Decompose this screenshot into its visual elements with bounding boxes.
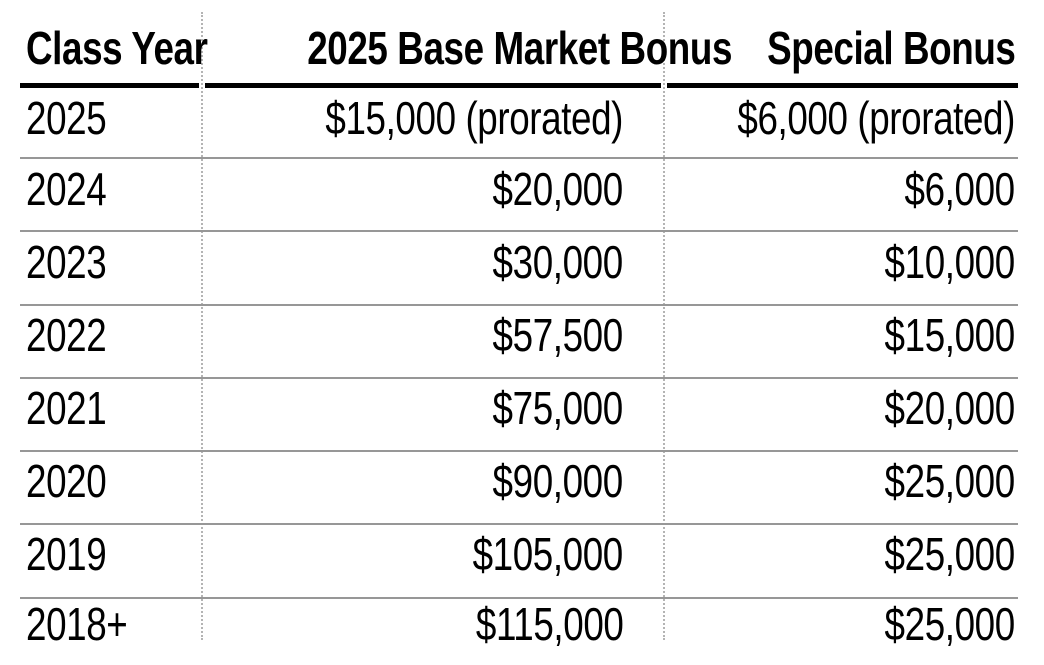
class-year-value: 2019 (26, 527, 107, 580)
cell-base-market-bonus: $57,500 (201, 298, 663, 371)
header-class-year-label: Class Year (26, 21, 208, 74)
table-row: 2021 $75,000 $20,000 (20, 371, 1018, 444)
cell-base-market-bonus: $115,000 (201, 590, 663, 658)
cell-base-market-bonus: $75,000 (201, 371, 663, 444)
column-divider-1 (201, 12, 203, 640)
cell-class-year: 2018+ (20, 590, 201, 658)
header-rule-segment (20, 83, 199, 88)
row-divider (20, 597, 1018, 599)
special-bonus-value: $25,000 (884, 598, 1016, 650)
cell-class-year: 2024 (20, 152, 201, 225)
cell-base-market-bonus: $20,000 (201, 152, 663, 225)
cell-special-bonus: $25,000 (663, 517, 1018, 590)
cell-class-year: 2025 (20, 83, 201, 152)
special-bonus-value: $10,000 (884, 235, 1016, 288)
cell-special-bonus: $25,000 (663, 590, 1018, 658)
class-year-value: 2018+ (26, 598, 128, 650)
cell-special-bonus: $25,000 (663, 444, 1018, 517)
cell-base-market-bonus: $15,000 (prorated) (201, 83, 663, 152)
table-row: 2024 $20,000 $6,000 (20, 152, 1018, 225)
cell-special-bonus: $20,000 (663, 371, 1018, 444)
base-market-bonus-value: $57,500 (492, 308, 624, 361)
base-market-bonus-value: $20,000 (492, 162, 624, 215)
special-bonus-value: $6,000 (prorated) (737, 91, 1015, 144)
base-market-bonus-value: $30,000 (492, 235, 624, 288)
header-base-market-bonus-label: 2025 Base Market Bonus (307, 21, 733, 74)
special-bonus-value: $20,000 (884, 381, 1016, 434)
header-base-market-bonus: 2025 Base Market Bonus (201, 12, 732, 83)
special-bonus-value: $15,000 (884, 308, 1016, 361)
table-row: 2023 $30,000 $10,000 (20, 225, 1018, 298)
cell-class-year: 2020 (20, 444, 201, 517)
cell-class-year: 2019 (20, 517, 201, 590)
table-row: 2022 $57,500 $15,000 (20, 298, 1018, 371)
header-rule-segment (667, 83, 1018, 88)
table-row: 2019 $105,000 $25,000 (20, 517, 1018, 590)
class-year-value: 2024 (26, 162, 107, 215)
class-year-value: 2022 (26, 308, 107, 361)
special-bonus-value: $6,000 (904, 162, 1016, 215)
cell-class-year: 2022 (20, 298, 201, 371)
row-divider (20, 523, 1018, 525)
base-market-bonus-value: $90,000 (492, 454, 624, 507)
bonus-table: Class Year 2025 Base Market Bonus Specia… (20, 12, 1018, 658)
row-divider (20, 157, 1018, 159)
cell-base-market-bonus: $105,000 (201, 517, 663, 590)
class-year-value: 2023 (26, 235, 107, 288)
header-special-bonus: Special Bonus (663, 12, 1018, 83)
header-row: Class Year 2025 Base Market Bonus Specia… (20, 12, 1018, 83)
row-divider (20, 377, 1018, 379)
class-year-value: 2021 (26, 381, 107, 434)
header-class-year: Class Year (20, 12, 208, 83)
class-year-value: 2025 (26, 91, 107, 144)
cell-base-market-bonus: $90,000 (201, 444, 663, 517)
cell-class-year: 2023 (20, 225, 201, 298)
base-market-bonus-value: $115,000 (475, 598, 623, 650)
table-row: 2018+ $115,000 $25,000 (20, 590, 1018, 658)
base-market-bonus-value: $15,000 (prorated) (325, 91, 623, 144)
cell-special-bonus: $6,000 (prorated) (663, 83, 1018, 152)
special-bonus-value: $25,000 (884, 454, 1016, 507)
table-row: 2025 $15,000 (prorated) $6,000 (prorated… (20, 83, 1018, 152)
row-divider (20, 304, 1018, 306)
special-bonus-value: $25,000 (884, 527, 1016, 580)
cell-base-market-bonus: $30,000 (201, 225, 663, 298)
cell-class-year: 2021 (20, 371, 201, 444)
table-row: 2020 $90,000 $25,000 (20, 444, 1018, 517)
cell-special-bonus: $6,000 (663, 152, 1018, 225)
header-rule-segment (205, 83, 661, 88)
class-year-value: 2020 (26, 454, 107, 507)
column-divider-2 (663, 12, 665, 640)
row-divider (20, 230, 1018, 232)
base-market-bonus-value: $75,000 (492, 381, 624, 434)
header-special-bonus-label: Special Bonus (766, 21, 1016, 74)
base-market-bonus-value: $105,000 (472, 527, 624, 580)
cell-special-bonus: $15,000 (663, 298, 1018, 371)
cell-special-bonus: $10,000 (663, 225, 1018, 298)
row-divider (20, 450, 1018, 452)
